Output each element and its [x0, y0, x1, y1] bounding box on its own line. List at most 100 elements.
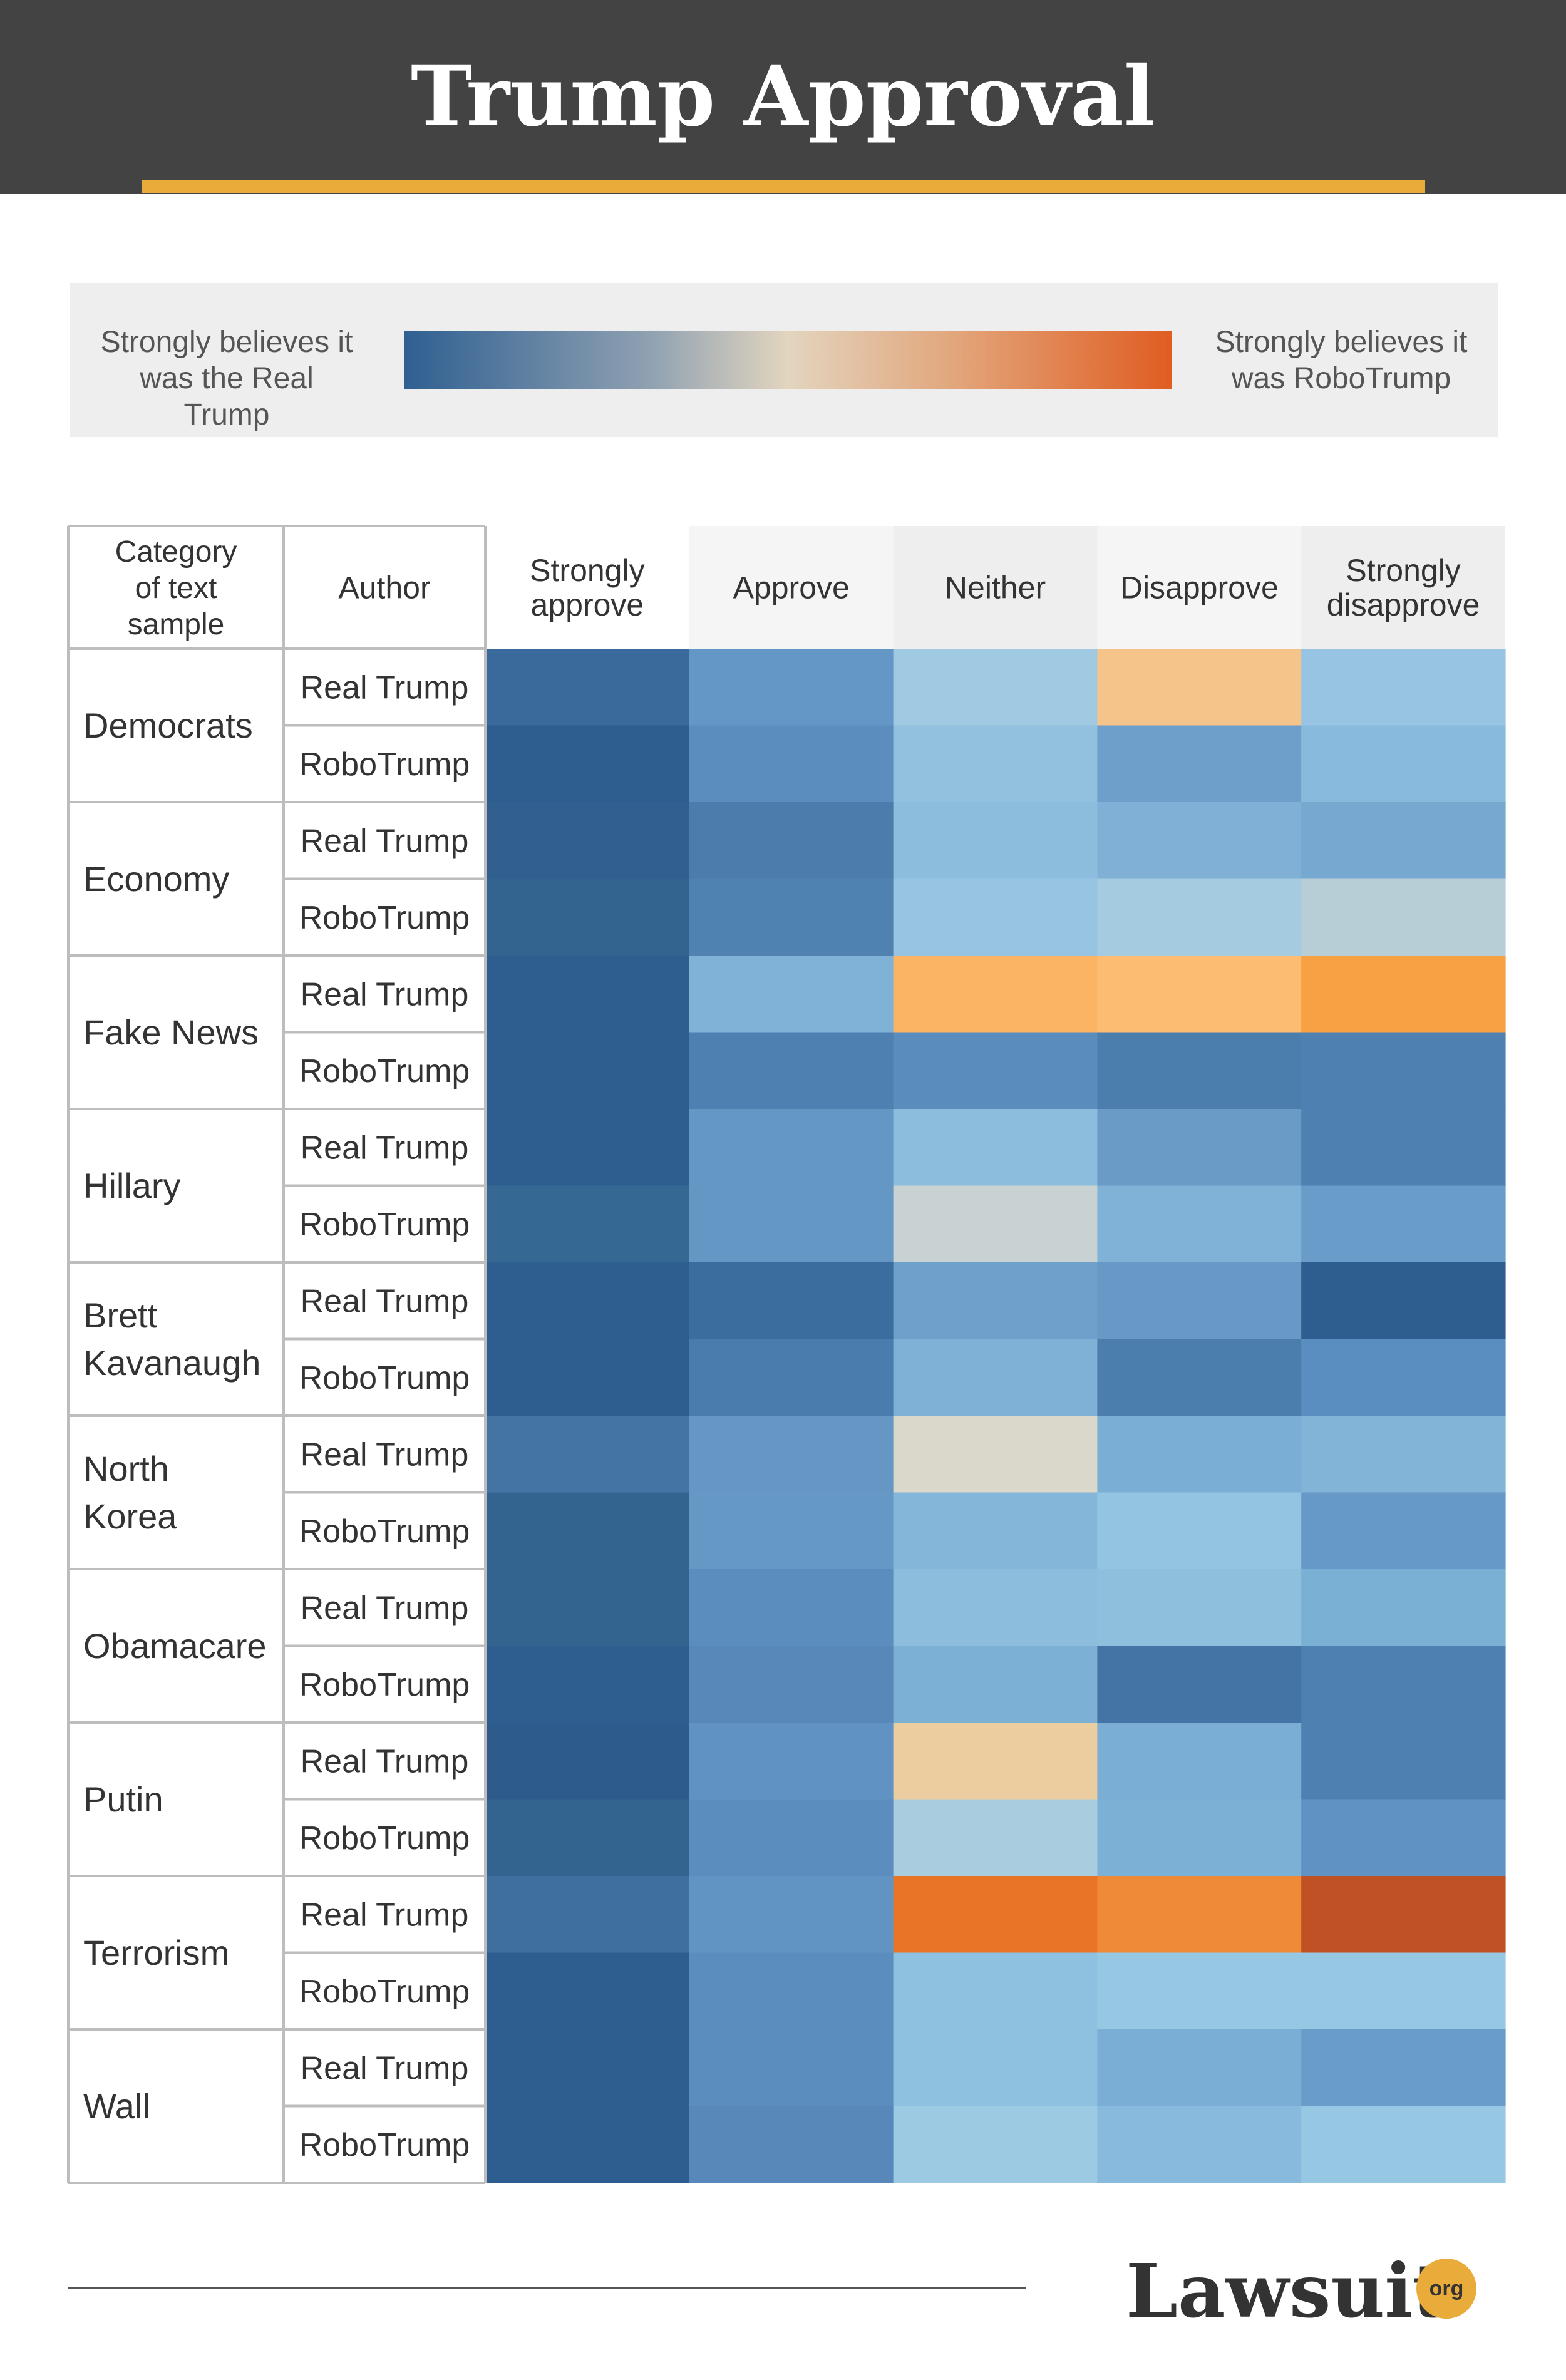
heatmap-cell: [1097, 1339, 1302, 1416]
heatmap-cell: [1301, 1799, 1506, 1877]
author-label: Real Trump: [301, 1590, 469, 1626]
heatmap-cell: [893, 1569, 1098, 1647]
heatmap-cell: [1097, 956, 1302, 1033]
heatmap-cell: [689, 2029, 894, 2107]
heatmap-cell: [1301, 1569, 1506, 1647]
heatmap-cell: [1097, 725, 1302, 803]
footer-divider: [68, 2287, 1026, 2289]
heatmap-cell: [893, 1262, 1098, 1340]
heatmap-cell: [1097, 1492, 1302, 1570]
heatmap-cell: [1097, 1262, 1302, 1340]
heatmap-cell: [1097, 1109, 1302, 1187]
author-label: RoboTrump: [299, 2127, 470, 2163]
heatmap-cell: [689, 1952, 894, 2030]
heatmap-cell: [893, 2106, 1098, 2183]
column-header-label: Approve: [733, 570, 850, 605]
author-label: RoboTrump: [299, 1360, 470, 1396]
heatmap-cell: [893, 956, 1098, 1033]
heatmap-cell: [1301, 1185, 1506, 1263]
author-label: Real Trump: [301, 1283, 469, 1319]
column-header-bg: [689, 526, 894, 649]
heatmap-cell: [485, 1339, 690, 1416]
heatmap-cell: [689, 2106, 894, 2183]
heatmap-cell: [893, 1876, 1098, 1954]
color-legend: Strongly believes it was the Real Trump …: [70, 283, 1498, 437]
heatmap-cell: [1097, 1032, 1302, 1110]
author-header-label: Author: [338, 570, 430, 605]
heatmap-cell: [485, 1952, 690, 2030]
column-header-bg: [485, 526, 689, 649]
column-header-label: Strongly approve: [530, 553, 644, 622]
author-label: Real Trump: [301, 823, 469, 859]
heatmap-cell: [1301, 1339, 1506, 1416]
heatmap-cell: [1301, 725, 1506, 803]
heatmap-cell: [689, 878, 894, 956]
heatmap-cell: [1097, 1646, 1302, 1723]
heatmap-cell: [1301, 2106, 1506, 2183]
heatmap-cell: [689, 725, 894, 803]
author-label: RoboTrump: [299, 900, 470, 936]
heatmap-cell: [485, 1799, 690, 1877]
heatmap-cell: [893, 1799, 1098, 1877]
heatmap-cell: [689, 802, 894, 880]
column-header-label: Neither: [945, 570, 1046, 605]
category-label: Obamacare: [83, 1626, 267, 1666]
legend-right-label: Strongly believes it was RoboTrump: [1215, 326, 1468, 395]
category-label: Democrats: [83, 706, 253, 745]
heatmap-cell: [893, 1952, 1098, 2030]
heatmap-cell: [485, 649, 690, 726]
heatmap-cell: [689, 1876, 894, 1954]
heatmap-cell: [1097, 649, 1302, 726]
heatmap-cell: [689, 1799, 894, 1877]
heatmap-cell: [893, 802, 1098, 880]
author-label: RoboTrump: [299, 1974, 470, 2010]
author-label: RoboTrump: [299, 1513, 470, 1550]
category-label: Brett Kavanaugh: [83, 1296, 260, 1383]
heatmap-cell: [893, 649, 1098, 726]
heatmap-cell: [689, 1109, 894, 1187]
category-label: Wall: [83, 2086, 150, 2126]
heatmap-cell: [485, 1185, 690, 1263]
heatmap-cell: [893, 2029, 1098, 2107]
heatmap-cell: [485, 1723, 690, 1800]
heatmap-cell: [1301, 878, 1506, 956]
header-banner: [0, 0, 1566, 194]
category-label: Putin: [83, 1780, 163, 1819]
heatmap-cell: [485, 2106, 690, 2183]
author-label: RoboTrump: [299, 746, 470, 783]
heatmap-cell: [893, 1185, 1098, 1263]
heatmap-cell: [1301, 1032, 1506, 1110]
heatmap-cell: [485, 1032, 690, 1110]
heatmap-cell: [1301, 1109, 1506, 1187]
heatmap-cell: [1097, 2106, 1302, 2183]
heatmap-cell: [485, 956, 690, 1033]
author-label: Real Trump: [301, 1743, 469, 1780]
heatmap-cell: [1301, 1492, 1506, 1570]
heatmap-cell: [893, 1416, 1098, 1493]
heatmap-cell: [485, 878, 690, 956]
heatmap-cell: [893, 1339, 1098, 1416]
heatmap-cell: [893, 1723, 1098, 1800]
heatmap-cell: [1301, 2029, 1506, 2107]
heatmap-cell: [893, 878, 1098, 956]
author-label: RoboTrump: [299, 1053, 470, 1090]
heatmap-cell: [893, 725, 1098, 803]
category-label: North Korea: [83, 1449, 177, 1536]
heatmap-cell: [689, 1416, 894, 1493]
heatmap-cell: [689, 1185, 894, 1263]
heatmap-cell: [689, 1262, 894, 1340]
heatmap-cell: [1301, 1723, 1506, 1800]
heatmap-cell: [689, 1569, 894, 1647]
author-label: Real Trump: [301, 1897, 469, 1933]
author-label: Real Trump: [301, 1130, 469, 1166]
heatmap-cell: [1097, 878, 1302, 956]
heatmap-cell: [1097, 802, 1302, 880]
author-label: RoboTrump: [299, 1820, 470, 1857]
column-header-label: Disapprove: [1120, 570, 1279, 605]
heatmap-cell: [689, 1646, 894, 1723]
heatmap-cell: [1097, 1569, 1302, 1647]
heatmap-cell: [893, 1032, 1098, 1110]
heatmap-cell: [1097, 1876, 1302, 1954]
legend-gradient-bar: [404, 331, 1172, 389]
